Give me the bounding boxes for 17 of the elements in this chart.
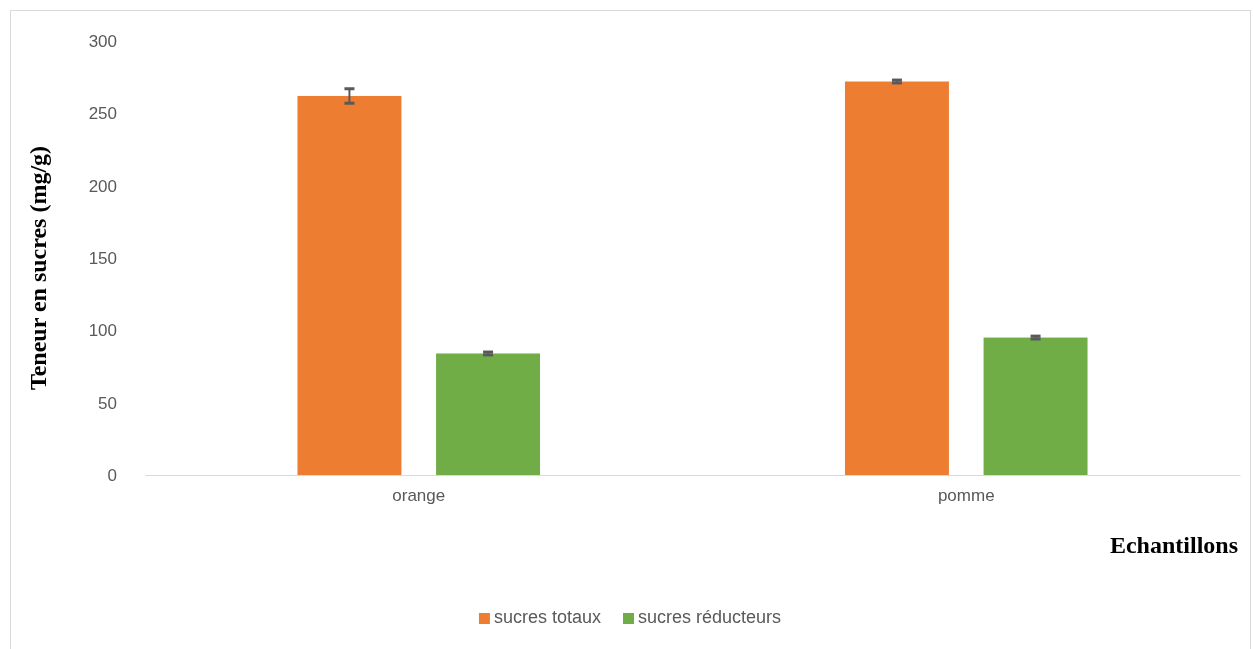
- bar: [297, 95, 402, 475]
- y-tick-label: 200: [88, 176, 117, 196]
- y-tick-label: 0: [107, 465, 117, 485]
- y-axis-title: Teneur en sucres (mg/g): [25, 145, 51, 391]
- y-tick-label: 250: [88, 104, 117, 124]
- y-tick-label: 50: [98, 393, 117, 413]
- x-axis-title: Echantillons: [1109, 532, 1238, 558]
- x-tick-label: orange: [392, 486, 446, 506]
- y-tick-label: 300: [88, 31, 117, 51]
- legend-label: sucres totaux: [493, 607, 601, 627]
- bar: [436, 353, 541, 475]
- y-tick-label: 100: [88, 321, 117, 341]
- y-tick-label: 150: [88, 248, 117, 268]
- x-tick-label: pomme: [937, 486, 995, 506]
- legend-label: sucres réducteurs: [638, 607, 782, 627]
- bar: [983, 337, 1088, 475]
- bar: [844, 81, 949, 475]
